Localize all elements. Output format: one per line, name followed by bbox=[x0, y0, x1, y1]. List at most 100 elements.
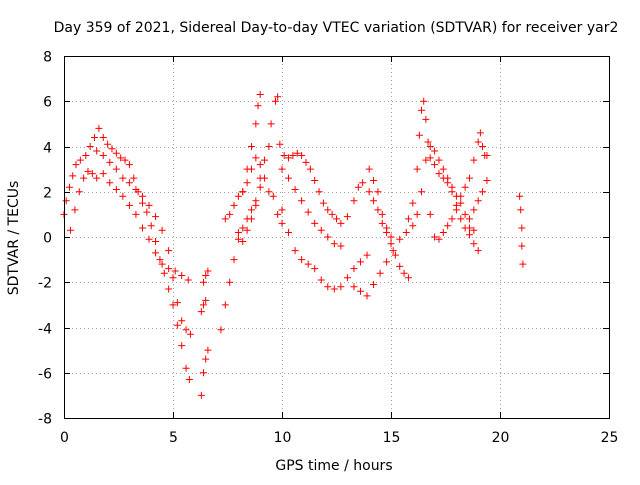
data-point bbox=[389, 247, 397, 255]
series-arc-l bbox=[278, 165, 345, 250]
data-point bbox=[132, 210, 140, 218]
data-point bbox=[197, 308, 205, 316]
data-point bbox=[470, 226, 478, 234]
data-point bbox=[285, 228, 293, 236]
y-tick-label: -8 bbox=[38, 412, 52, 428]
data-point bbox=[518, 224, 526, 232]
data-point bbox=[99, 170, 107, 178]
data-point bbox=[267, 120, 275, 128]
data-point bbox=[483, 152, 491, 160]
data-point bbox=[88, 170, 96, 178]
data-point bbox=[402, 228, 410, 236]
data-point bbox=[359, 179, 367, 187]
data-point bbox=[169, 301, 177, 309]
data-point bbox=[169, 274, 177, 282]
data-point bbox=[409, 199, 417, 207]
data-point bbox=[350, 265, 358, 273]
y-tick-label: 2 bbox=[43, 186, 52, 202]
data-point bbox=[171, 267, 179, 275]
data-point bbox=[62, 197, 70, 205]
data-point bbox=[269, 192, 277, 200]
data-point bbox=[461, 224, 469, 232]
series-arc-o bbox=[350, 222, 417, 300]
data-point bbox=[243, 165, 251, 173]
data-point bbox=[439, 165, 447, 173]
data-point bbox=[143, 208, 151, 216]
data-point bbox=[413, 210, 421, 218]
data-point bbox=[160, 269, 168, 277]
series-arc-j bbox=[234, 93, 282, 246]
data-point bbox=[324, 233, 332, 241]
data-point bbox=[239, 224, 247, 232]
data-point bbox=[457, 192, 465, 200]
data-point bbox=[350, 197, 358, 205]
data-point bbox=[431, 233, 439, 241]
data-point bbox=[404, 274, 412, 282]
data-point bbox=[93, 147, 101, 155]
y-tick-label: 6 bbox=[43, 95, 52, 111]
data-point bbox=[274, 210, 282, 218]
data-point bbox=[457, 199, 465, 207]
data-point bbox=[465, 231, 473, 239]
data-point bbox=[328, 210, 336, 218]
data-point bbox=[182, 326, 190, 334]
data-point bbox=[387, 240, 395, 248]
data-point bbox=[178, 317, 186, 325]
data-point bbox=[409, 222, 417, 230]
data-point bbox=[91, 133, 99, 141]
data-point bbox=[289, 152, 297, 160]
series-arc-t bbox=[465, 176, 491, 223]
data-point bbox=[152, 238, 160, 246]
data-point bbox=[365, 188, 373, 196]
data-point bbox=[365, 165, 373, 173]
data-point bbox=[200, 278, 208, 286]
y-tick-label: 4 bbox=[43, 141, 52, 157]
series-arc-i bbox=[239, 90, 264, 196]
data-point bbox=[431, 147, 439, 155]
data-point bbox=[396, 235, 404, 243]
data-point bbox=[278, 206, 286, 214]
data-point bbox=[86, 143, 94, 150]
data-point bbox=[254, 102, 262, 110]
data-point bbox=[424, 138, 432, 146]
y-tick-label: 0 bbox=[43, 231, 52, 247]
data-point bbox=[165, 265, 173, 273]
data-point bbox=[84, 167, 92, 175]
data-point bbox=[67, 226, 75, 234]
data-point bbox=[337, 283, 345, 291]
data-point bbox=[165, 247, 173, 255]
data-point bbox=[476, 129, 484, 137]
data-point bbox=[76, 156, 84, 164]
data-point bbox=[147, 222, 155, 230]
data-point bbox=[125, 201, 133, 209]
data-point bbox=[435, 156, 443, 164]
data-point bbox=[112, 185, 120, 193]
x-tick-label: 25 bbox=[601, 430, 619, 446]
data-point bbox=[230, 256, 238, 264]
data-point bbox=[404, 215, 412, 223]
data-point bbox=[106, 158, 114, 166]
series-arc-f bbox=[200, 267, 212, 286]
data-point bbox=[452, 206, 460, 214]
series-arc-k bbox=[276, 140, 345, 227]
data-point bbox=[104, 140, 112, 148]
x-tick-label: 20 bbox=[492, 430, 510, 446]
tick-labels: 0 5 10 15 20 25 -8 -6 -4 -2 0 2 4 6 8 bbox=[38, 50, 618, 447]
data-point bbox=[311, 265, 319, 273]
data-point bbox=[479, 188, 487, 196]
data-point bbox=[426, 154, 434, 162]
data-point bbox=[234, 235, 242, 243]
data-point bbox=[517, 206, 525, 214]
data-point bbox=[474, 138, 482, 146]
series-arc-c bbox=[93, 147, 194, 338]
data-point bbox=[243, 179, 251, 187]
data-point bbox=[243, 226, 251, 234]
data-point bbox=[350, 283, 358, 291]
data-point bbox=[356, 258, 364, 266]
data-point bbox=[363, 292, 371, 300]
data-point bbox=[363, 251, 371, 259]
data-point bbox=[461, 210, 469, 218]
data-points bbox=[60, 90, 527, 399]
data-point bbox=[234, 228, 242, 236]
